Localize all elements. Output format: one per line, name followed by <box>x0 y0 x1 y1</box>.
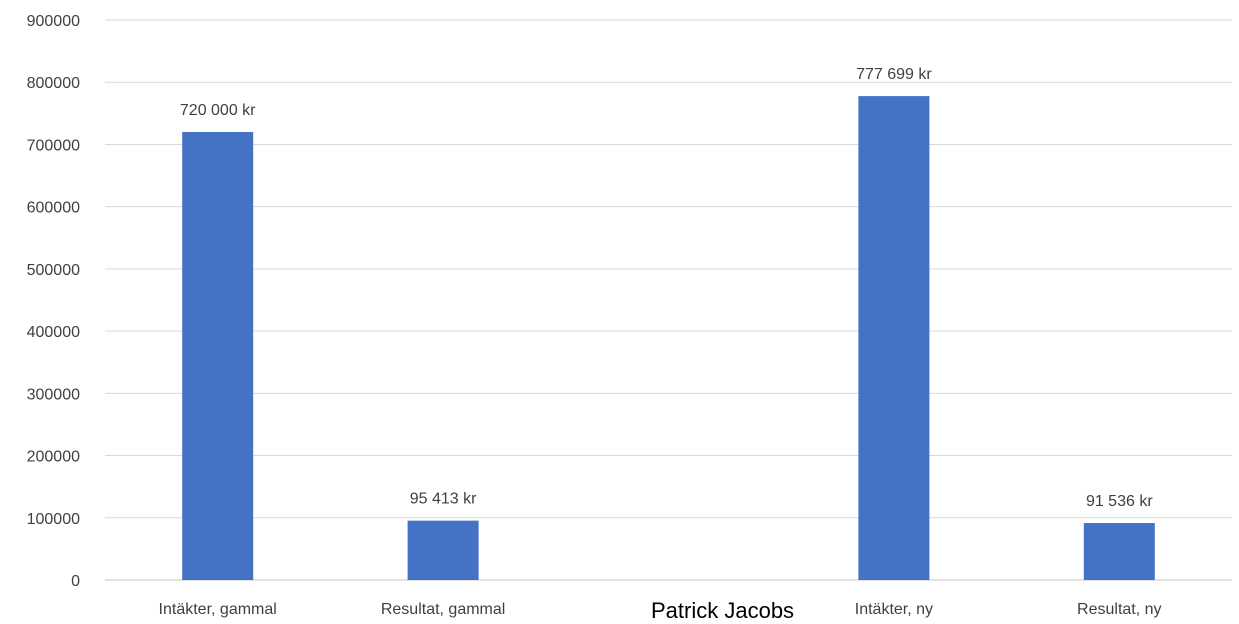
y-tick-label: 500000 <box>27 262 80 279</box>
data-labels: 720 000 kr 95 413 kr 777 699 kr 91 536 kr <box>180 66 1153 510</box>
y-tick-label: 300000 <box>27 386 80 403</box>
overlay-text: Patrick Jacobs <box>651 598 794 623</box>
bar <box>1083 523 1155 580</box>
y-tick-label: 400000 <box>27 324 80 341</box>
y-tick-label: 700000 <box>27 137 80 154</box>
y-tick-label: 800000 <box>27 75 80 92</box>
data-label: 777 699 kr <box>856 66 932 83</box>
x-axis-category-labels: Intäkter, gammal Resultat, gammal Intäkter… <box>159 601 1162 618</box>
y-axis-tick-labels: 0 100000 200000 300000 400000 500000 600000 700… <box>27 13 80 590</box>
x-category-label: Intäkter, ny <box>855 601 933 618</box>
bar <box>407 520 479 580</box>
data-label: 95 413 kr <box>410 491 477 508</box>
y-tick-label: 0 <box>71 573 80 590</box>
data-label: 720 000 kr <box>180 102 256 119</box>
x-category-label: Intäkter, gammal <box>159 601 277 618</box>
data-label: 91 536 kr <box>1086 493 1153 510</box>
y-tick-label: 100000 <box>27 511 80 528</box>
y-tick-label: 600000 <box>27 200 80 217</box>
x-category-label: Resultat, ny <box>1077 601 1161 618</box>
bars <box>182 96 1155 581</box>
bar <box>858 96 930 581</box>
gridlines <box>105 19 1232 581</box>
y-tick-label: 200000 <box>27 449 80 466</box>
y-tick-label: 900000 <box>27 13 80 30</box>
x-category-label: Resultat, gammal <box>381 601 506 618</box>
bar <box>182 132 254 580</box>
